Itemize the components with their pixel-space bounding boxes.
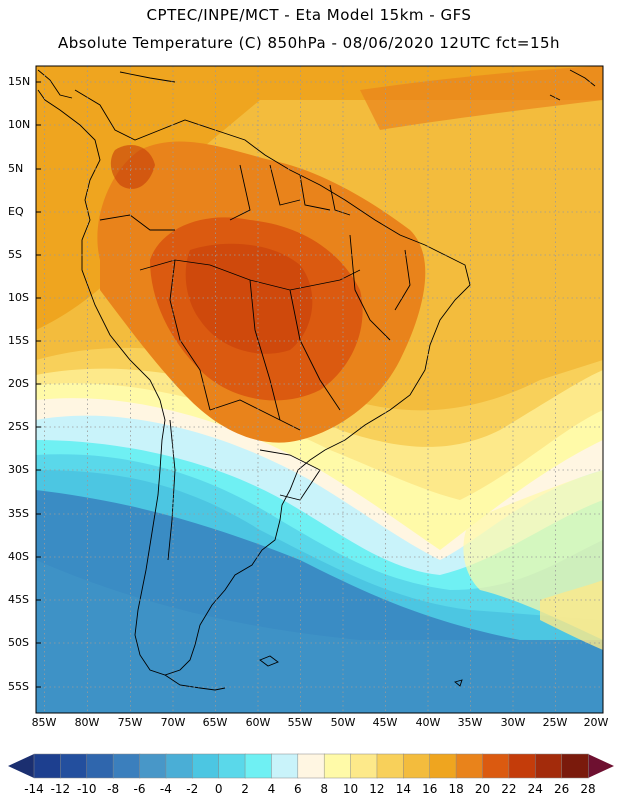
colorbar-swatch bbox=[350, 753, 378, 779]
colorbar-label: 20 bbox=[474, 782, 491, 796]
lon-label: 70W bbox=[160, 716, 186, 729]
colorbar-swatch bbox=[561, 753, 589, 779]
colorbar-swatch bbox=[192, 753, 220, 779]
lat-label: 30S bbox=[8, 463, 29, 476]
colorbar-swatch bbox=[271, 753, 299, 779]
plot-frame bbox=[35, 65, 604, 714]
lon-label: 35W bbox=[457, 716, 483, 729]
coastline bbox=[37, 69, 596, 691]
lat-label: 15N bbox=[8, 75, 31, 88]
colorbar-swatch bbox=[218, 753, 246, 779]
lon-label: 45W bbox=[372, 716, 398, 729]
colorbar-label: 26 bbox=[553, 782, 570, 796]
lat-label: EQ bbox=[8, 205, 24, 218]
map-subtitle: Absolute Temperature (C) 850hPa - 08/06/… bbox=[57, 34, 561, 52]
colorbar-label: 14 bbox=[395, 782, 411, 796]
colorbar-label: -10 bbox=[76, 782, 97, 796]
colorbar-swatch bbox=[323, 753, 352, 779]
lon-label: 75W bbox=[117, 716, 143, 729]
lat-label: 10N bbox=[8, 118, 31, 131]
colorbar-label: 2 bbox=[241, 782, 249, 796]
colorbar-swatch bbox=[244, 753, 273, 779]
colorbar-label: -4 bbox=[159, 782, 172, 796]
lat-label: 20S bbox=[8, 377, 29, 390]
colorbar-label: 4 bbox=[267, 782, 276, 796]
colorbar-swatch bbox=[508, 753, 536, 779]
graticule bbox=[36, 66, 603, 713]
colorbar bbox=[8, 753, 614, 779]
colorbar-swatch bbox=[165, 753, 194, 779]
colorbar-label: 28 bbox=[580, 782, 596, 796]
colorbar-swatch bbox=[297, 753, 325, 779]
lat-label: 5S bbox=[8, 248, 22, 261]
lat-label: 5N bbox=[8, 162, 24, 175]
colorbar-swatch bbox=[33, 753, 62, 779]
lat-label: 45S bbox=[8, 593, 29, 606]
lon-label: 65W bbox=[202, 716, 228, 729]
colorbar-swatch bbox=[86, 753, 114, 779]
colorbar-swatch bbox=[455, 753, 484, 779]
lon-label: 80W bbox=[74, 716, 100, 729]
colorbar-label: -2 bbox=[186, 782, 199, 796]
colorbar-swatch bbox=[482, 753, 510, 779]
colorbar-swatch bbox=[139, 753, 167, 779]
lat-label: 40S bbox=[8, 550, 29, 563]
colorbar-swatch bbox=[534, 753, 563, 779]
colorbar-label: 24 bbox=[527, 782, 543, 796]
lat-label: 50S bbox=[8, 636, 29, 649]
lat-label: 35S bbox=[8, 507, 29, 520]
lon-label: 50W bbox=[330, 716, 356, 729]
colorbar-swatch bbox=[403, 753, 431, 779]
colorbar-low-arrow bbox=[8, 754, 34, 778]
lat-label: 55S bbox=[8, 680, 29, 693]
colorbar-label: 8 bbox=[320, 782, 328, 796]
lon-label: 40W bbox=[415, 716, 441, 729]
lon-label: 85W bbox=[31, 716, 57, 729]
colorbar-label: -14 bbox=[24, 782, 44, 796]
lon-label: 55W bbox=[287, 716, 313, 729]
axis-ticks bbox=[36, 81, 41, 688]
temperature-field bbox=[36, 66, 603, 713]
colorbar-label: 12 bbox=[369, 782, 385, 796]
colorbar-label: -12 bbox=[50, 782, 71, 796]
lat-label: 10S bbox=[8, 291, 29, 304]
colorbar-swatch bbox=[376, 753, 405, 779]
lon-label: 25W bbox=[542, 716, 568, 729]
colorbar-label: 22 bbox=[501, 782, 517, 796]
colorbar-label: 6 bbox=[293, 782, 302, 796]
colorbar-swatch bbox=[112, 753, 141, 779]
lat-label: 25S bbox=[8, 420, 29, 433]
colorbar-label: 0 bbox=[214, 782, 223, 796]
colorbar-label: 18 bbox=[448, 782, 464, 796]
colorbar-swatch bbox=[60, 753, 88, 779]
lon-label: 20W bbox=[583, 716, 609, 729]
lon-label: 30W bbox=[500, 716, 526, 729]
colorbar-high-arrow bbox=[588, 754, 614, 778]
colorbar-label: -6 bbox=[133, 782, 146, 796]
colorbar-label: -8 bbox=[107, 782, 120, 796]
lon-label: 60W bbox=[245, 716, 271, 729]
lat-label: 15S bbox=[8, 334, 29, 347]
map-title: CPTEC/INPE/MCT - Eta Model 15km - GFS bbox=[146, 6, 472, 24]
colorbar-label: 16 bbox=[422, 782, 438, 796]
colorbar-label: 10 bbox=[342, 782, 359, 796]
colorbar-swatch bbox=[429, 753, 457, 779]
